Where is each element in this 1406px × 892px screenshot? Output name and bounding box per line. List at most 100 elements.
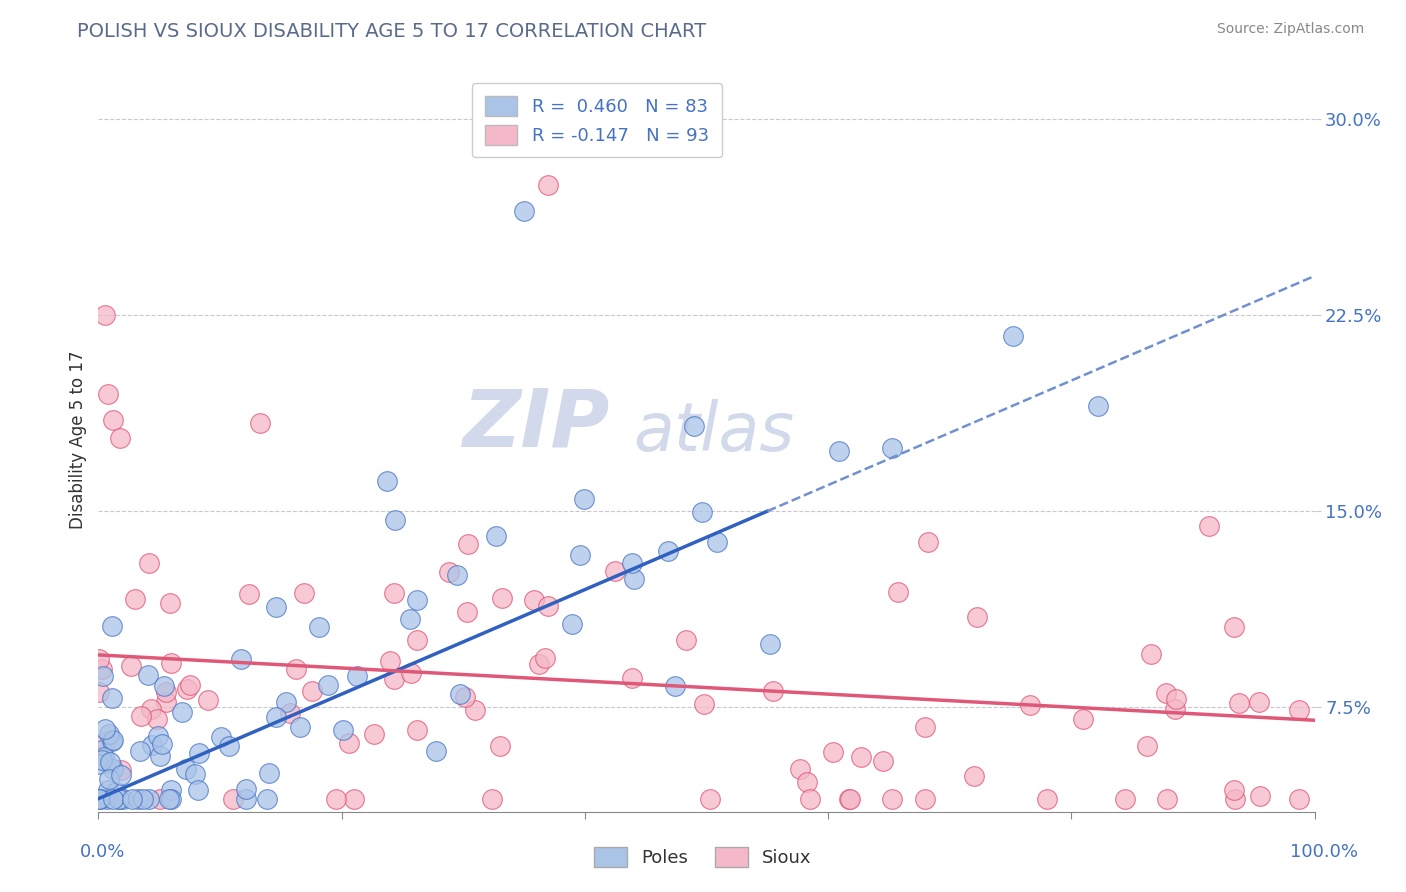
Point bbox=[155, 695, 177, 709]
Point bbox=[1249, 695, 1271, 709]
Point bbox=[690, 505, 713, 519]
Point bbox=[108, 791, 131, 805]
Point bbox=[1140, 647, 1163, 661]
Text: 100.0%: 100.0% bbox=[1291, 843, 1358, 861]
Point bbox=[683, 419, 706, 434]
Y-axis label: Disability Age 5 to 17: Disability Age 5 to 17 bbox=[69, 350, 87, 529]
Point bbox=[375, 474, 398, 488]
Point bbox=[301, 684, 323, 698]
Point bbox=[101, 690, 124, 705]
Point bbox=[343, 791, 366, 805]
Point bbox=[1156, 686, 1178, 700]
Point bbox=[399, 612, 422, 626]
Point bbox=[446, 567, 468, 582]
Point bbox=[1114, 791, 1136, 805]
Point bbox=[378, 654, 401, 668]
Point bbox=[238, 587, 260, 601]
Point bbox=[110, 763, 132, 777]
Point bbox=[101, 618, 124, 632]
Point bbox=[789, 762, 811, 776]
Point bbox=[533, 651, 555, 665]
Point bbox=[129, 709, 152, 723]
Point bbox=[235, 791, 257, 805]
Point bbox=[821, 745, 844, 759]
Point bbox=[89, 652, 111, 666]
Point bbox=[523, 592, 546, 607]
Point bbox=[337, 736, 360, 750]
Point bbox=[91, 742, 114, 756]
Point bbox=[308, 619, 330, 633]
Text: POLISH VS SIOUX DISABILITY AGE 5 TO 17 CORRELATION CHART: POLISH VS SIOUX DISABILITY AGE 5 TO 17 C… bbox=[77, 22, 706, 41]
Point bbox=[1019, 698, 1042, 712]
Point bbox=[101, 763, 124, 777]
Point bbox=[401, 665, 423, 680]
Point bbox=[97, 386, 120, 401]
Point bbox=[146, 729, 169, 743]
Point bbox=[97, 727, 120, 741]
Point bbox=[292, 586, 315, 600]
Point bbox=[332, 723, 354, 737]
Point bbox=[93, 308, 115, 322]
Point bbox=[1229, 696, 1251, 710]
Point bbox=[97, 782, 120, 797]
Point bbox=[664, 679, 686, 693]
Point bbox=[537, 599, 560, 614]
Point bbox=[693, 697, 716, 711]
Point bbox=[849, 750, 872, 764]
Point bbox=[914, 720, 936, 734]
Point bbox=[138, 556, 160, 570]
Point bbox=[87, 756, 110, 771]
Point bbox=[346, 669, 368, 683]
Point bbox=[229, 652, 252, 666]
Point bbox=[1249, 789, 1271, 804]
Point bbox=[93, 750, 115, 764]
Text: ZIP: ZIP bbox=[461, 385, 609, 464]
Point bbox=[264, 599, 287, 614]
Point bbox=[456, 605, 478, 619]
Point bbox=[406, 723, 429, 738]
Point bbox=[187, 783, 209, 797]
Point bbox=[153, 680, 176, 694]
Point bbox=[274, 695, 297, 709]
Point bbox=[101, 733, 124, 747]
Point bbox=[179, 678, 201, 692]
Point bbox=[882, 441, 904, 455]
Point bbox=[706, 535, 728, 549]
Point bbox=[89, 791, 111, 805]
Point bbox=[93, 723, 115, 737]
Point bbox=[1198, 519, 1220, 533]
Point bbox=[1135, 739, 1157, 754]
Point bbox=[406, 593, 429, 607]
Point bbox=[172, 705, 194, 719]
Point bbox=[621, 672, 644, 686]
Point bbox=[98, 756, 121, 770]
Point bbox=[1036, 791, 1059, 805]
Point bbox=[110, 431, 132, 445]
Point bbox=[917, 534, 939, 549]
Point bbox=[159, 783, 181, 797]
Point bbox=[382, 586, 405, 600]
Point bbox=[94, 734, 117, 748]
Point bbox=[290, 720, 312, 734]
Point bbox=[1288, 703, 1310, 717]
Point bbox=[149, 791, 172, 805]
Point bbox=[457, 537, 479, 551]
Point bbox=[762, 684, 785, 698]
Point bbox=[887, 584, 910, 599]
Point bbox=[1002, 328, 1025, 343]
Point bbox=[1071, 712, 1094, 726]
Text: Source: ZipAtlas.com: Source: ZipAtlas.com bbox=[1216, 22, 1364, 37]
Point bbox=[363, 727, 385, 741]
Point bbox=[160, 657, 183, 671]
Point bbox=[127, 791, 149, 805]
Point bbox=[966, 609, 988, 624]
Point bbox=[484, 529, 506, 543]
Point bbox=[174, 763, 197, 777]
Point bbox=[481, 791, 503, 805]
Point bbox=[1156, 791, 1178, 805]
Point bbox=[249, 417, 271, 431]
Legend: R =  0.460   N = 83, R = -0.147   N = 93: R = 0.460 N = 83, R = -0.147 N = 93 bbox=[472, 83, 721, 158]
Point bbox=[285, 662, 308, 676]
Point bbox=[489, 739, 512, 754]
Point bbox=[218, 739, 240, 753]
